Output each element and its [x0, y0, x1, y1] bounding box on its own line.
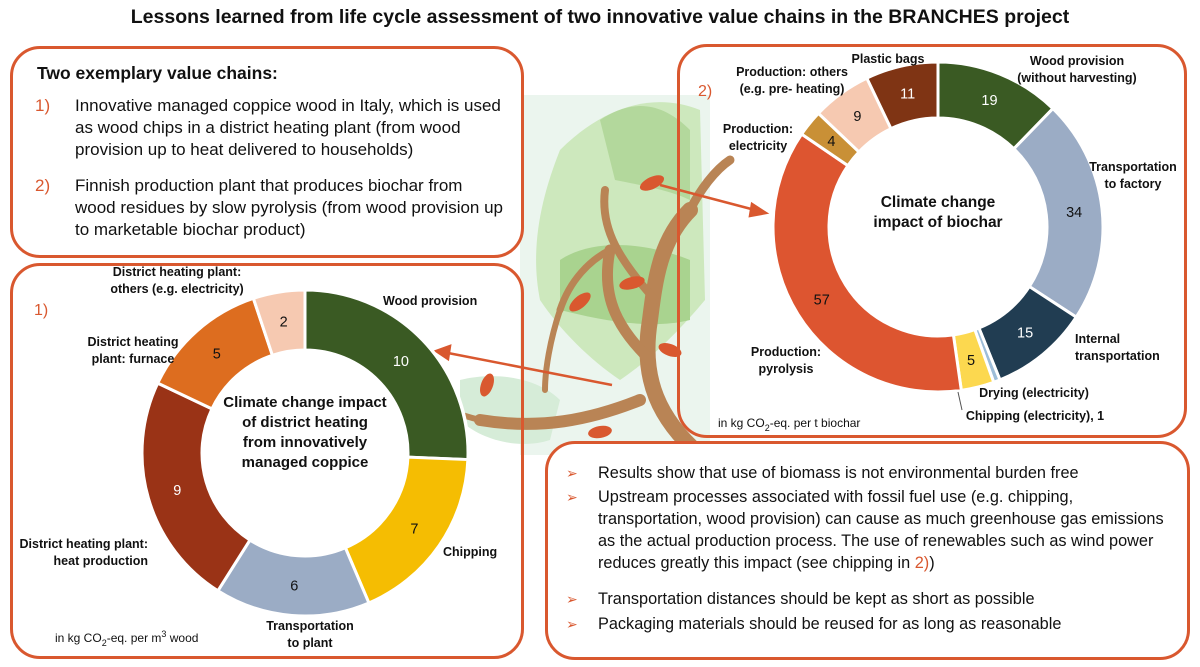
- lesson-text: Packaging materials should be reused for…: [598, 615, 1062, 633]
- slice-category-label: Internal transportation: [1075, 332, 1160, 363]
- slice-category-label: Chipping: [443, 545, 497, 559]
- slice-value-label: 6: [290, 579, 298, 595]
- donut-slice: [771, 132, 964, 394]
- slice-category-label: District heating plant: others (e.g. elec…: [110, 265, 243, 296]
- chart-number-label: 1): [34, 302, 48, 319]
- leaf-illustrations: [480, 175, 682, 439]
- donut-slice: [303, 288, 470, 462]
- slice-category-label: District heating plant: furnace: [88, 335, 179, 366]
- donut-slice: [864, 60, 940, 131]
- lesson-text: Results show that use of biomass is not …: [598, 464, 1079, 482]
- slice-value-label: 7: [410, 522, 418, 538]
- lesson-item: ➢ Upstream processes associated with fos…: [566, 486, 1176, 574]
- slice-value-label: 57: [814, 292, 830, 308]
- slice-value-label: 5: [213, 346, 221, 362]
- slice-value-label: 10: [393, 354, 409, 370]
- slice-value-label: 34: [1066, 205, 1082, 221]
- lesson-reference-close: ): [929, 554, 935, 572]
- value-chain-text: Innovative managed coppice wood in Italy…: [75, 96, 501, 159]
- slice-category-label: Plastic bags: [852, 52, 925, 66]
- value-chain-item: 2) Finnish production plant that produce…: [35, 175, 505, 241]
- slice-category-label: Production: others (e.g. pre- heating): [736, 65, 848, 96]
- slice-category-label: Transportation to factory: [1089, 160, 1177, 191]
- lesson-reference: 2): [914, 554, 930, 572]
- arrow-bullet-icon: ➢: [566, 591, 578, 607]
- tree-branches-illustration: [432, 155, 735, 463]
- arrow-bullet-icon: ➢: [566, 616, 578, 632]
- donut-slice: [251, 288, 307, 358]
- slice-value-label: 11: [900, 86, 915, 102]
- slice-value-label: 5: [967, 353, 975, 369]
- biochar-chart-panel: [677, 44, 1187, 438]
- value-chains-panel: Two exemplary value chains: 1) Innovativ…: [10, 46, 524, 258]
- slice-value-label: 2: [280, 315, 288, 331]
- lesson-text-group: Upstream processes associated with fossi…: [598, 486, 1176, 574]
- slice-category-label: Transportation to plant: [266, 619, 354, 650]
- slice-category-label: Chipping (electricity), 1: [966, 409, 1104, 423]
- lesson-item: ➢ Results show that use of biomass is no…: [566, 462, 1176, 484]
- lesson-text: Upstream processes associated with fossi…: [598, 488, 1164, 572]
- slice-value-label: 4: [827, 134, 835, 150]
- slice-category-label: District heating plant: heat production: [20, 537, 148, 568]
- value-chain-item: 1) Innovative managed coppice wood in It…: [35, 95, 505, 161]
- district-heating-chart-panel: [10, 263, 524, 659]
- chart-center-title: Climate change impact of biochar: [873, 194, 1002, 231]
- slice-value-label: 9: [173, 483, 181, 499]
- donut-chart-1: 10 Wood provision 7 Chipping 6 Transportation…: [20, 265, 498, 650]
- value-chain-number: 2): [35, 176, 51, 195]
- value-chains-heading: Two exemplary value chains:: [37, 63, 278, 83]
- lesson-item: ➢ Packaging materials should be reused f…: [566, 613, 1176, 635]
- slice-category-label: Wood provision (without harvesting): [1017, 54, 1136, 85]
- chart-center-title: Climate change impact of district heating…: [223, 394, 386, 471]
- slice-category-label: Wood provision: [383, 294, 477, 308]
- slice-value-label: 15: [1017, 326, 1033, 342]
- value-chain-number: 1): [35, 96, 51, 115]
- donut-slice: [140, 381, 253, 593]
- value-chain-text: Finnish production plant that produces b…: [75, 176, 504, 239]
- leader-line: [957, 391, 963, 411]
- slice-value-label: 9: [853, 109, 861, 125]
- chart-unit-label: in kg CO2-eq. per t biochar: [718, 416, 860, 433]
- arrow-bullet-icon: ➢: [566, 465, 578, 481]
- slice-category-label: Drying (electricity): [979, 386, 1089, 400]
- lesson-text: Transportation distances should be kept …: [598, 590, 1035, 608]
- lessons-panel: ➢ Results show that use of biomass is no…: [545, 441, 1190, 660]
- lesson-item: ➢ Transportation distances should be kep…: [566, 588, 1176, 610]
- slice-value-label: 19: [981, 93, 997, 109]
- donut-chart-2: 19 Wood provision (without harvesting) 34 Tr…: [698, 52, 1177, 433]
- slice-category-label: Production: pyrolysis: [751, 345, 821, 376]
- slice-category-label: Production: electricity: [723, 122, 793, 153]
- page-title: Lessons learned from life cycle assessme…: [130, 6, 1070, 28]
- chart-number-label: 2): [698, 83, 712, 100]
- connector-arrows: [433, 183, 770, 387]
- chart-unit-label: in kg CO2-eq. per m3 wood: [55, 629, 198, 648]
- arrow-bullet-icon: ➢: [566, 489, 578, 505]
